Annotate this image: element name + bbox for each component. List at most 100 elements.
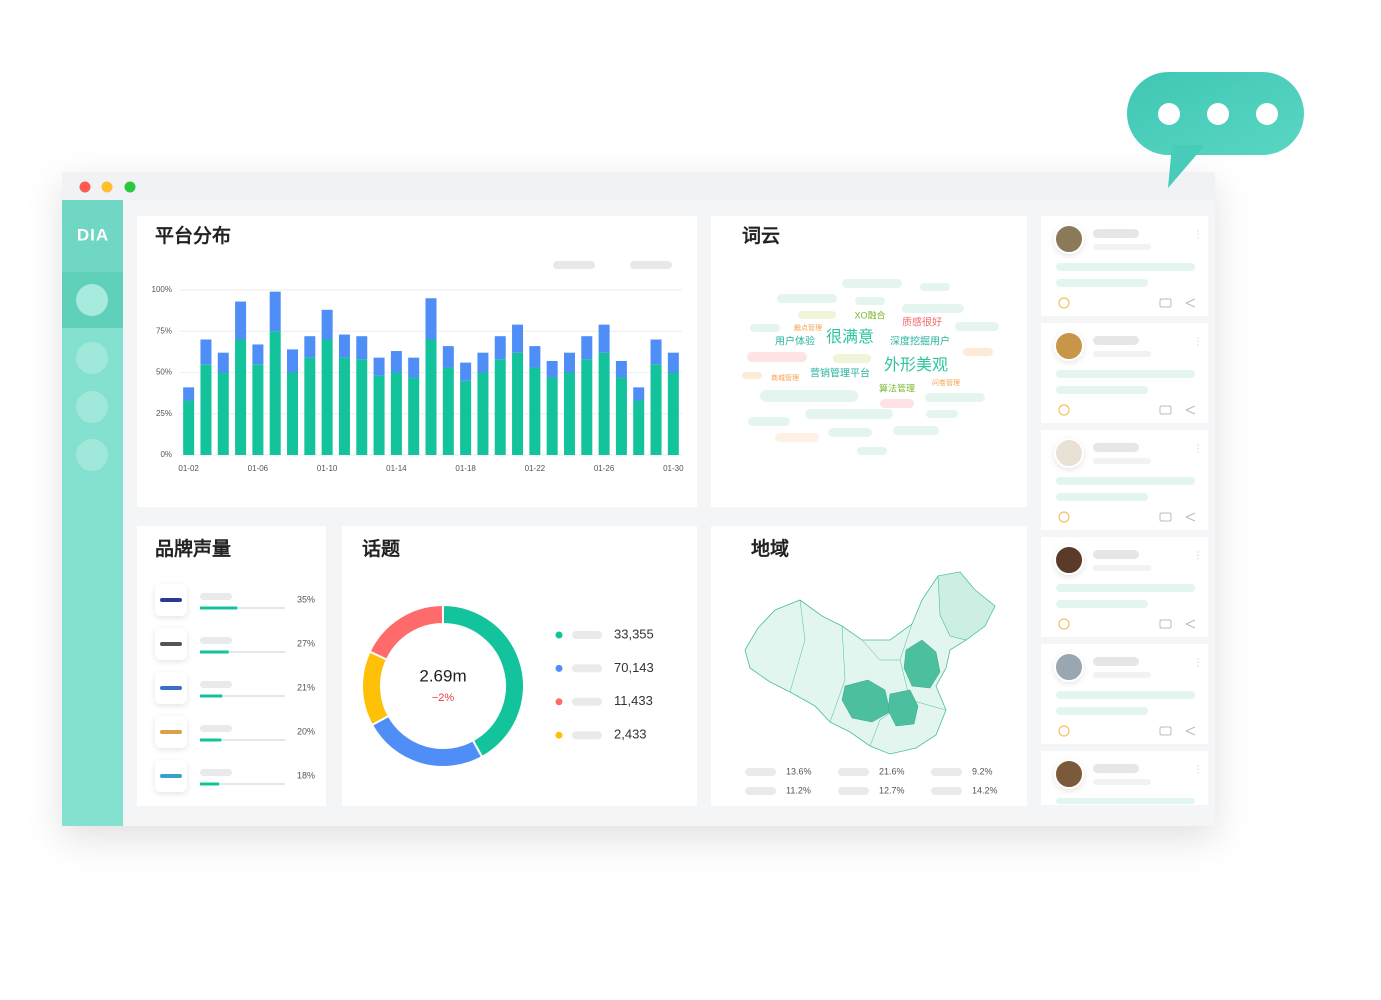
bar-segment [356, 336, 368, 360]
nav-item[interactable] [76, 439, 108, 471]
x-tick-label: 01-18 [455, 464, 476, 473]
bar-segment [287, 349, 299, 373]
logo: DIA [77, 225, 109, 244]
meta-pill [1093, 244, 1151, 250]
name-pill [1093, 657, 1139, 666]
min-dot[interactable] [101, 181, 113, 193]
brand-bar [200, 606, 238, 610]
nav-item[interactable] [76, 284, 108, 316]
meta-pill [1093, 458, 1151, 464]
wordcloud-bg [880, 399, 914, 408]
more-menu: ⋮ [1193, 765, 1203, 776]
max-dot[interactable] [124, 181, 136, 193]
bar-segment [650, 339, 662, 365]
bar-segment [235, 339, 247, 455]
brand-value: 20% [297, 726, 315, 736]
bar-segment [200, 364, 212, 455]
comment-btn[interactable] [1159, 405, 1172, 415]
brand-logo-mark [160, 774, 182, 778]
legend-value: 2,433 [614, 727, 647, 742]
text-line [1056, 386, 1148, 394]
bar-segment [442, 346, 454, 368]
name-pill [1093, 764, 1139, 773]
nav-item[interactable] [76, 391, 108, 423]
region-pill [931, 768, 962, 776]
bar-segment [235, 301, 247, 340]
chat-bubble[interactable] [1127, 72, 1304, 188]
name-pill [1093, 336, 1139, 345]
avatar [1054, 224, 1084, 254]
region-value: 13.6% [786, 766, 812, 776]
emoji-btn[interactable] [1058, 511, 1070, 523]
panel-brands [137, 526, 326, 806]
brand-pill [200, 637, 232, 644]
emoji-btn[interactable] [1058, 725, 1070, 737]
legend-dot [555, 631, 563, 639]
comment-btn[interactable] [1159, 298, 1172, 308]
emoji-btn[interactable] [1058, 297, 1070, 309]
panel-title: 平台分布 [155, 224, 231, 247]
bar-segment [460, 362, 472, 381]
bar-segment [269, 291, 281, 332]
bar-segment [304, 357, 316, 455]
share-btn[interactable] [1185, 512, 1196, 522]
x-tick-label: 01-30 [663, 464, 684, 473]
bar-segment [183, 387, 195, 401]
bar-segment [390, 372, 402, 455]
map [744, 571, 996, 755]
bar-segment [408, 377, 420, 455]
brand-track [200, 783, 285, 785]
legend-value: 33,355 [614, 626, 654, 641]
avatar [1054, 652, 1084, 682]
avatar [1054, 438, 1084, 468]
comment-btn[interactable] [1159, 619, 1172, 629]
legend-value: 11,433 [614, 693, 653, 708]
cloud-word: 深度挖掘用户 [890, 335, 950, 348]
text-line [1056, 263, 1195, 271]
name-pill [1093, 443, 1139, 452]
bar-segment [373, 357, 385, 376]
bar-segment [252, 344, 264, 365]
emoji-btn[interactable] [1058, 618, 1070, 630]
wordcloud-bg [775, 433, 819, 442]
close-dot[interactable] [79, 181, 91, 193]
share-btn[interactable] [1185, 726, 1196, 736]
bar-segment [512, 324, 524, 353]
text-line [1056, 493, 1148, 501]
bar-segment [563, 352, 575, 373]
region-value: 21.6% [879, 766, 905, 776]
nav-item[interactable] [76, 342, 108, 374]
brand-value: 35% [297, 594, 315, 604]
emoji-btn[interactable] [1058, 404, 1070, 416]
brand-bar [200, 738, 222, 742]
bar-segment [269, 331, 281, 455]
bar-segment [615, 377, 627, 455]
brand-track [200, 651, 285, 653]
bar-segment [356, 359, 368, 455]
cloud-word: 营销管理平台 [810, 367, 870, 380]
cloud-word: 算法管理 [879, 382, 915, 393]
bar-segment [408, 357, 420, 378]
share-btn[interactable] [1185, 405, 1196, 415]
wordcloud-bg [742, 372, 762, 379]
avatar [1054, 331, 1084, 361]
comment-btn[interactable] [1159, 726, 1172, 736]
wordcloud-bg [798, 311, 836, 319]
meta-pill [1093, 672, 1151, 678]
bar-segment [615, 360, 627, 378]
more-menu: ⋮ [1193, 230, 1203, 241]
brand-bar [200, 782, 220, 786]
wordcloud-bg [748, 279, 999, 455]
text-line [1056, 584, 1195, 592]
region-pill [838, 768, 869, 776]
avatar [1054, 759, 1084, 789]
meta-pill [1093, 565, 1151, 571]
comment-btn[interactable] [1159, 512, 1172, 522]
bar-segment [650, 364, 662, 455]
share-btn[interactable] [1185, 619, 1196, 629]
x-tick-label: 01-10 [317, 464, 338, 473]
region-pill [931, 787, 962, 795]
bar-segment [338, 357, 350, 455]
bar-segment [217, 352, 229, 373]
share-btn[interactable] [1185, 298, 1196, 308]
